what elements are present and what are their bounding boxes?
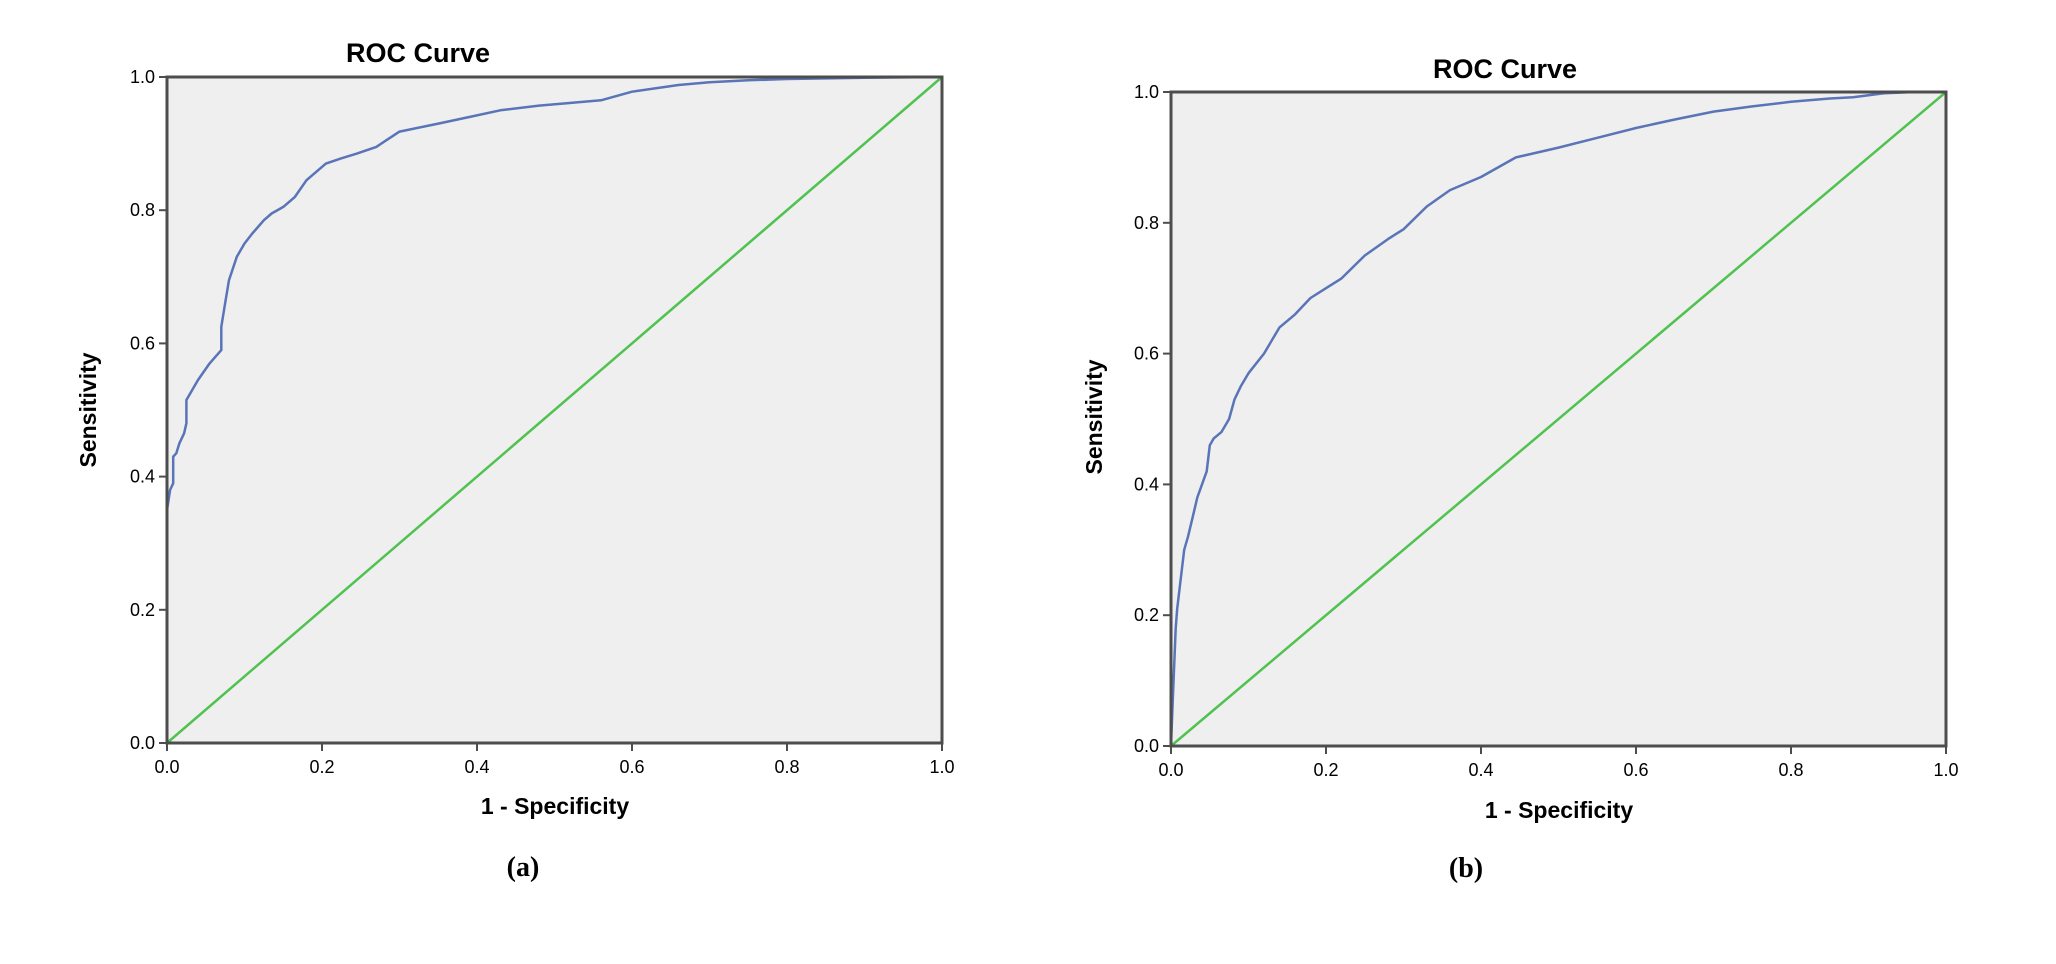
x-tick-label: 0.4 [1468, 760, 1493, 780]
x-tick-label: 0.2 [309, 757, 334, 777]
y-axis-label: Sensitivity [1081, 359, 1107, 474]
roc-panel-a: ROC Curve 0.0 0.2 0.4 0.6 0.8 1.0 0.0 0.2 0.4 0.6… [75, 38, 955, 883]
reference-line [166, 76, 943, 744]
y-tick-label: 0.8 [1134, 213, 1159, 233]
plot-series [1169, 90, 1947, 747]
chart-title: ROC Curve [346, 38, 490, 68]
y-tick-label: 0.0 [1134, 736, 1159, 756]
y-tick-label: 0.0 [130, 733, 155, 753]
y-tick-label: 1.0 [1134, 82, 1159, 102]
y-tick-label: 0.6 [1134, 344, 1159, 364]
y-tick-label: 0.2 [130, 600, 155, 620]
x-tick-label: 0.0 [154, 757, 179, 777]
panel-caption-a: (a) [507, 852, 540, 883]
panel-caption-b: (b) [1449, 853, 1483, 884]
y-tick-label: 0.8 [130, 200, 155, 220]
x-tick-label: 0.6 [619, 757, 644, 777]
y-tick-label: 0.6 [130, 333, 155, 353]
y-tick-label: 0.4 [130, 467, 155, 487]
x-tick-label: 0.6 [1623, 760, 1648, 780]
x-tick-label: 1.0 [1933, 760, 1958, 780]
x-tick-label: 0.2 [1313, 760, 1338, 780]
x-tick-label: 1.0 [929, 757, 954, 777]
reference-line [1170, 91, 1947, 747]
plot-series [165, 75, 943, 744]
plot-frame [1169, 90, 1948, 748]
roc-curve-line [165, 75, 943, 743]
x-tick-label: 0.0 [1158, 760, 1183, 780]
plot-frame [165, 75, 944, 745]
y-axis-label: Sensitivity [75, 352, 101, 467]
y-tick-label: 1.0 [130, 67, 155, 87]
chart-title: ROC Curve [1433, 54, 1577, 84]
x-tick-label: 0.8 [774, 757, 799, 777]
x-axis-label: 1 - Specificity [1485, 797, 1633, 823]
roc-curve-line [1169, 90, 1946, 747]
x-axis-label: 1 - Specificity [481, 793, 629, 819]
y-tick-label: 0.4 [1134, 474, 1159, 494]
x-tick-label: 0.4 [464, 757, 489, 777]
y-tick-label: 0.2 [1134, 605, 1159, 625]
x-tick-label: 0.8 [1778, 760, 1803, 780]
axis-ticks: 0.0 0.2 0.4 0.6 0.8 1.0 0.0 0.2 0.4 0.6 0.8 1.0 [130, 67, 955, 777]
axis-ticks: 0.0 0.2 0.4 0.6 0.8 1.0 0.0 0.2 0.4 0.6 0.8 1.0 [1134, 82, 1959, 780]
roc-panel-b: ROC Curve 0.0 0.2 0.4 0.6 0.8 1.0 0.0 0.2 0.4 0.6… [1081, 54, 1959, 884]
